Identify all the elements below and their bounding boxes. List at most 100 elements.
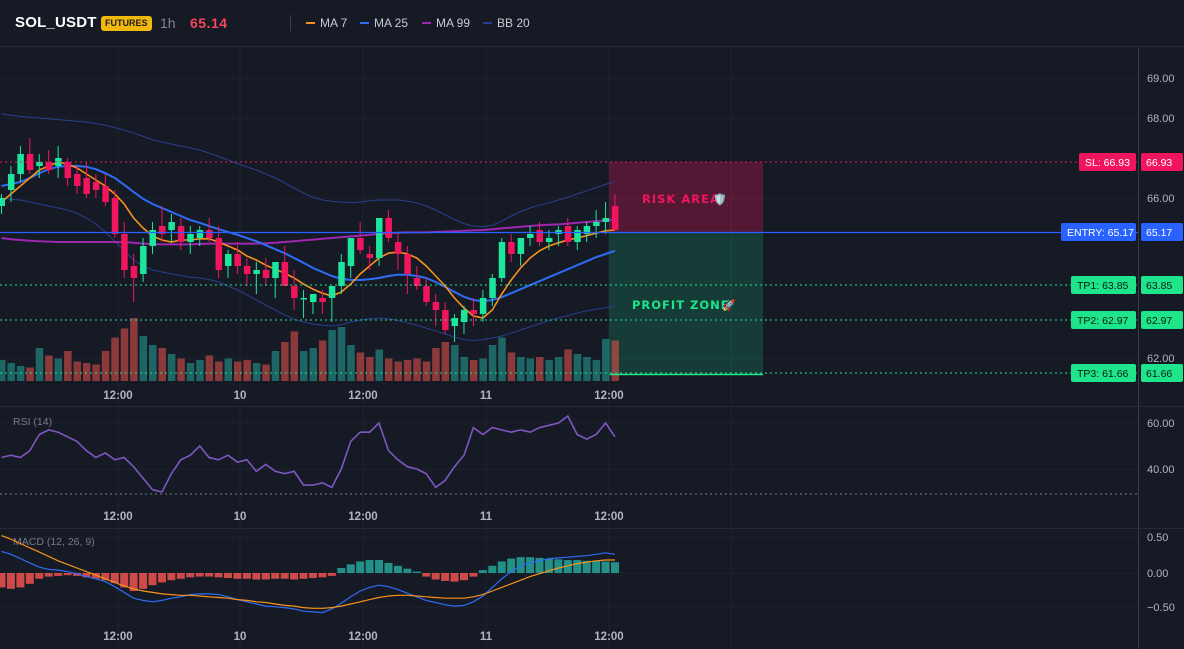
candle-body — [602, 218, 610, 222]
moving-averages — [0, 161, 616, 319]
candle-body — [74, 174, 81, 186]
candle-body — [583, 226, 591, 234]
legend-ma99[interactable]: MA 99 — [422, 0, 470, 46]
volume-bar — [300, 351, 308, 381]
candle-body — [102, 186, 109, 202]
volume-bar — [158, 348, 166, 381]
time-tick: 10 — [234, 390, 247, 402]
legend-ma25-label: MA 25 — [374, 16, 409, 30]
candle-body — [168, 222, 175, 230]
time-tick: 11 — [480, 390, 493, 402]
horizontal-grid — [0, 77, 1138, 608]
volume-bar — [328, 330, 336, 381]
tp1-tag[interactable]: TP1: 63.85 63.85 — [1071, 276, 1183, 294]
sl-tag[interactable]: SL: 66.93 66.93 — [1079, 153, 1183, 171]
volume-bar — [26, 367, 34, 381]
macd-histogram-bar — [592, 560, 601, 573]
volume-bar — [375, 349, 384, 381]
price-tick: 68.00 — [1147, 113, 1175, 125]
candle-body — [187, 234, 194, 242]
macd-axis-tick: 0.00 — [1147, 568, 1168, 580]
candle-body — [225, 254, 232, 266]
volume-bar — [0, 360, 6, 381]
macd-histogram-bar — [422, 573, 431, 577]
candle-body — [404, 254, 411, 274]
candlestick-layer[interactable] — [0, 138, 619, 342]
tp3-tag-label: TP3: 61.66 — [1077, 368, 1129, 380]
candle-body — [338, 262, 345, 286]
sl-axis-value: 66.93 — [1146, 157, 1172, 169]
macd-histogram-bar — [176, 573, 185, 579]
rsi-title[interactable]: RSI (14) — [13, 416, 52, 428]
candle-body — [17, 154, 24, 174]
macd-histogram-bar — [308, 573, 317, 579]
macd-histogram-bar — [384, 562, 393, 573]
time-tick: 10 — [234, 511, 247, 523]
tp1-axis-value: 63.85 — [1146, 280, 1172, 292]
risk-area-box[interactable] — [609, 162, 763, 232]
volume-bar — [347, 345, 355, 381]
volume-bar — [290, 331, 299, 381]
volume-bar — [602, 339, 610, 381]
candle-body — [149, 230, 157, 246]
ma25-swatch-icon — [360, 21, 369, 24]
volume-bar — [517, 357, 525, 381]
tp2-tag[interactable]: TP2: 62.97 62.97 — [1071, 311, 1183, 329]
candle-body — [479, 298, 487, 314]
volume-bar — [215, 361, 223, 381]
macd-title[interactable]: MACD (12, 26, 9) — [13, 536, 95, 548]
candle-body — [612, 206, 619, 230]
legend-ma25[interactable]: MA 25 — [360, 0, 408, 46]
macd-histogram-bar — [101, 573, 110, 581]
candle-body — [432, 302, 440, 310]
entry-tag-label: ENTRY: 65.17 — [1067, 227, 1134, 239]
tp3-tag[interactable]: TP3: 61.66 61.66 — [1071, 364, 1183, 382]
volume-bar — [451, 345, 459, 381]
chart-header: SOL_USDT FUTURES 1h 65.14 MA 7 MA 25 MA … — [0, 0, 1184, 46]
macd-histogram-bar — [393, 565, 402, 573]
volume-bar — [82, 363, 91, 381]
candle-body — [55, 158, 62, 166]
timeframe-label[interactable]: 1h — [160, 15, 176, 31]
vertical-grid — [117, 47, 732, 649]
candle-body — [366, 254, 374, 258]
candle-body — [206, 230, 213, 238]
profit-zone-box[interactable] — [609, 233, 763, 375]
time-tick: 12:00 — [103, 631, 132, 643]
volume-bar — [573, 354, 582, 381]
time-tick: 12:00 — [348, 631, 377, 643]
risk-area-label: RISK AREA — [642, 192, 720, 206]
macd-histogram-bar — [611, 562, 619, 573]
volume-bar — [583, 357, 591, 381]
candle-body — [508, 242, 515, 254]
macd-histogram-bar — [346, 564, 355, 573]
header-divider — [290, 15, 291, 31]
macd-histogram-bar — [54, 573, 63, 576]
legend-bb20[interactable]: BB 20 — [483, 0, 530, 46]
macd-histogram-bar — [488, 565, 497, 573]
price-axis[interactable]: 69.00 68.00 66.00 62.00 — [1147, 73, 1175, 365]
macd-histogram-bar — [82, 573, 91, 578]
symbol-name[interactable]: SOL_USDT — [15, 14, 97, 31]
macd-signal-line — [1, 535, 615, 609]
macd-histogram-bar — [233, 573, 242, 579]
bollinger-bands — [1, 113, 616, 341]
time-axis-main[interactable]: 12:00 10 12:00 11 12:00 — [103, 390, 623, 402]
time-tick: 12:00 — [348, 390, 377, 402]
volume-bar — [45, 355, 53, 381]
entry-tag[interactable]: ENTRY: 65.17 65.17 — [1061, 223, 1183, 241]
candle-body — [130, 266, 138, 278]
macd-histogram-bar — [35, 573, 44, 579]
macd-histogram-bar — [563, 560, 572, 573]
macd-histogram-bar — [375, 560, 384, 573]
volume-bar — [167, 354, 176, 381]
candle-body — [451, 318, 459, 326]
candle-body — [319, 298, 326, 302]
candle-body — [158, 226, 166, 234]
macd-histogram-bar — [110, 573, 119, 584]
candle-body — [196, 230, 204, 238]
candle-body — [376, 218, 383, 258]
legend-ma7[interactable]: MA 7 — [306, 0, 347, 46]
volume-layer — [0, 318, 619, 381]
